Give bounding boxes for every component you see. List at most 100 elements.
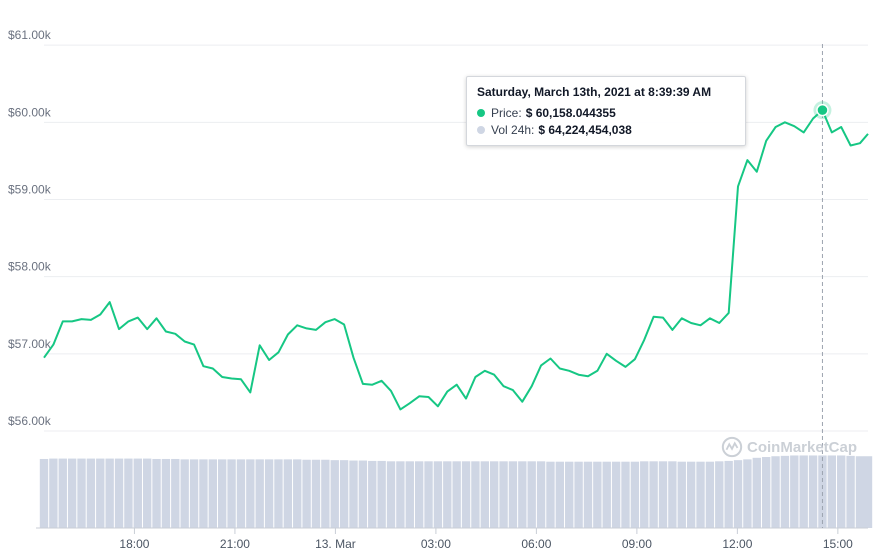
highlight-point[interactable] — [816, 103, 829, 117]
y-tick-label: $58.00k — [8, 260, 52, 274]
tooltip-price-value: $ 60,158.044355 — [525, 105, 616, 120]
volume-bar — [658, 461, 668, 528]
volume-bar — [124, 458, 133, 528]
gridlines — [44, 44, 868, 432]
volume-bar — [349, 460, 358, 528]
volume-bar — [396, 461, 405, 528]
tooltip-volume-label: Vol 24h: — [491, 122, 535, 137]
volume-bar — [264, 459, 274, 528]
volume-bar — [837, 455, 846, 528]
volume-bar — [199, 459, 208, 528]
volume-bar — [105, 458, 114, 528]
volume-bar — [142, 458, 152, 528]
volume-bar — [565, 461, 574, 528]
volume-bar — [208, 459, 218, 528]
volume-bar — [583, 461, 593, 528]
volume-bar — [58, 458, 67, 528]
volume-bar — [555, 461, 565, 528]
tooltip-price-label: Price: — [491, 105, 522, 120]
volume-bar — [358, 460, 368, 528]
price-series-line — [43, 109, 869, 411]
x-tick-label: 03:00 — [421, 537, 451, 551]
x-tick-label: 18:00 — [119, 537, 149, 551]
x-tick-label: 09:00 — [622, 537, 652, 551]
volume-bar — [311, 459, 321, 528]
volume-bar — [846, 455, 855, 528]
volume-bar — [640, 461, 649, 528]
volume-bar — [424, 461, 433, 528]
volume-bar — [443, 461, 452, 528]
volume-bar — [593, 461, 602, 528]
y-tick-label: $56.00k — [8, 414, 52, 428]
volume-bar — [863, 456, 873, 528]
volume-bar — [274, 459, 283, 528]
volume-bar — [227, 459, 236, 528]
x-tick-label: 06:00 — [521, 537, 551, 551]
volume-bars — [39, 455, 873, 528]
volume-bar — [96, 458, 105, 528]
x-tick-label: 13. Mar — [315, 537, 356, 551]
y-tick-label: $60.00k — [8, 105, 52, 119]
tooltip-title: Saturday, March 13th, 2021 at 8:39:39 AM — [477, 85, 712, 99]
volume-bar — [527, 461, 536, 528]
volume-bar — [668, 461, 677, 528]
volume-bar — [255, 459, 264, 528]
x-tick-label: 12:00 — [722, 537, 752, 551]
volume-bar — [855, 456, 865, 528]
volume-bar — [368, 460, 377, 528]
volume-bar — [677, 461, 686, 528]
y-axis: $56.00k $57.00k $58.00k $59.00k $60.00k $61.0… — [8, 28, 52, 428]
volume-bar — [86, 458, 96, 528]
volume-bar — [546, 461, 555, 528]
volume-bar — [518, 461, 527, 528]
volume-bar — [705, 461, 715, 528]
volume-bar — [339, 460, 349, 528]
volume-bar — [171, 458, 180, 528]
x-tick-label: 21:00 — [220, 537, 250, 551]
volume-bar — [733, 460, 743, 528]
volume-bar — [715, 461, 724, 528]
volume-bar — [180, 459, 189, 528]
volume-bar — [152, 458, 161, 528]
volume-bar — [133, 458, 142, 528]
y-tick-label: $59.00k — [8, 182, 52, 196]
volume-bar — [161, 458, 171, 528]
watermark-text: CoinMarketCap — [747, 438, 858, 456]
chart-tooltip: Saturday, March 13th, 2021 at 8:39:39 AM… — [466, 76, 746, 146]
volume-bar — [246, 459, 255, 528]
volume-bar — [611, 461, 621, 528]
volume-bar — [405, 461, 414, 528]
volume-bar — [808, 455, 818, 528]
volume-bar — [799, 455, 808, 528]
y-tick-label: $57.00k — [8, 337, 52, 351]
volume-bar — [114, 458, 124, 528]
volume-bar — [602, 461, 611, 528]
volume-bar — [686, 461, 696, 528]
volume-bar — [621, 461, 630, 528]
volume-dot-icon — [477, 125, 485, 134]
volume-bar — [414, 461, 424, 528]
coinmarketcap-logo-icon — [721, 436, 743, 458]
volume-bar — [724, 460, 733, 528]
tooltip-price-row: Price: $ 60,158.044355 — [477, 104, 735, 121]
volume-bar — [39, 458, 49, 528]
volume-bar — [471, 461, 480, 528]
volume-bar — [780, 455, 790, 528]
volume-bar — [236, 459, 246, 528]
volume-bar — [752, 457, 761, 528]
volume-bar — [433, 461, 443, 528]
volume-bar — [649, 461, 658, 528]
volume-bar — [499, 461, 508, 528]
volume-bar — [321, 459, 330, 528]
volume-bar — [330, 460, 339, 528]
volume-bar — [630, 461, 640, 528]
volume-bar — [489, 461, 499, 528]
volume-bar — [386, 461, 396, 528]
tooltip-volume-value: $ 64,224,454,038 — [538, 122, 632, 137]
volume-bar — [790, 455, 799, 528]
volume-bar — [302, 459, 311, 528]
volume-bar — [67, 458, 77, 528]
volume-bar — [761, 457, 771, 528]
